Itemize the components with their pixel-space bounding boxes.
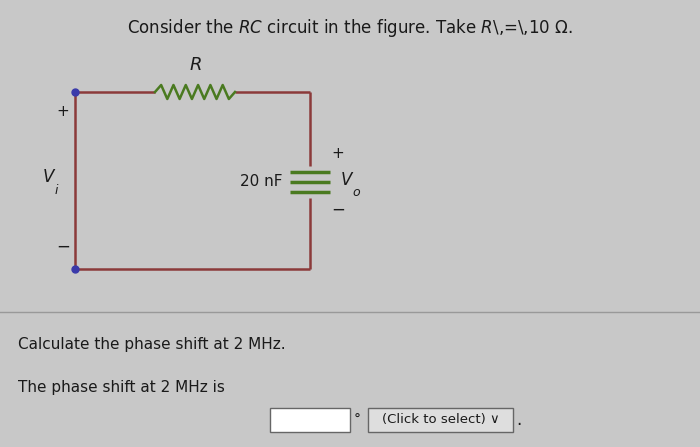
- Text: °: °: [354, 413, 361, 427]
- Text: The phase shift at 2 MHz is: The phase shift at 2 MHz is: [18, 380, 225, 395]
- Text: Consider the $\it{RC}$ circuit in the figure. Take $\it{R}$\,=\,10 Ω.: Consider the $\it{RC}$ circuit in the fi…: [127, 17, 573, 39]
- Text: −: −: [56, 238, 70, 256]
- Text: (Click to select) ∨: (Click to select) ∨: [382, 413, 499, 426]
- Bar: [368, 408, 513, 432]
- Text: −: −: [331, 201, 345, 219]
- Text: +: +: [57, 105, 69, 119]
- Text: 20 nF: 20 nF: [239, 174, 282, 190]
- Text: $\it{i}$: $\it{i}$: [54, 184, 60, 198]
- Text: +: +: [332, 147, 344, 161]
- Text: $\it{R}$: $\it{R}$: [188, 56, 202, 74]
- Text: $\it{V}$: $\it{V}$: [340, 171, 354, 189]
- Text: Calculate the phase shift at 2 MHz.: Calculate the phase shift at 2 MHz.: [18, 337, 286, 352]
- Text: $\it{o}$: $\it{o}$: [352, 186, 361, 199]
- Text: .: .: [516, 411, 522, 429]
- Bar: [270, 408, 350, 432]
- Text: $\it{V}$: $\it{V}$: [42, 169, 56, 186]
